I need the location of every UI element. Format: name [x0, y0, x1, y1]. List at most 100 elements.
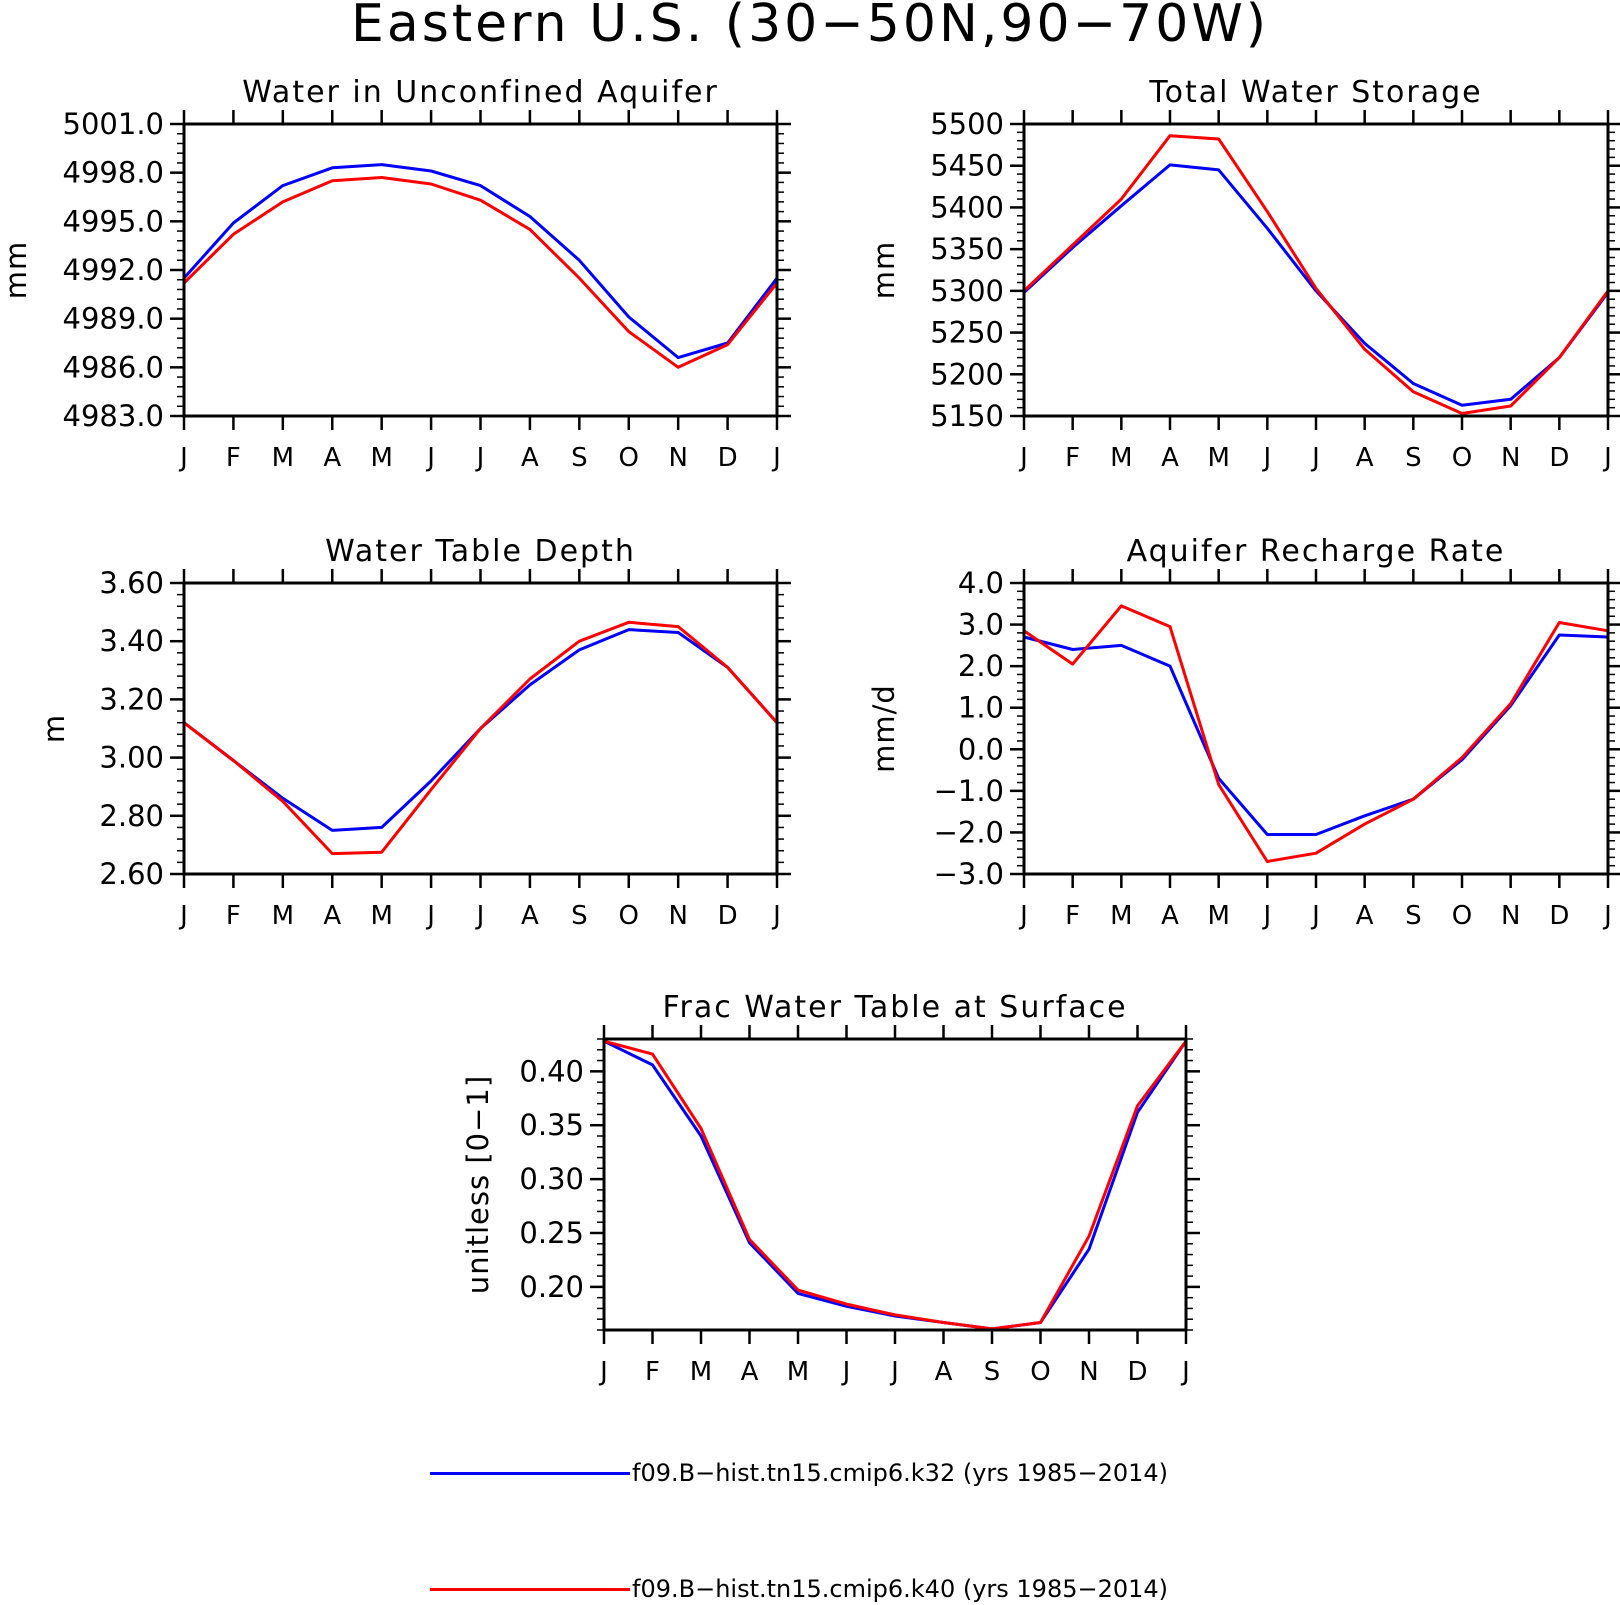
y-tick-label: 5250 — [930, 316, 1004, 350]
x-tick-label: A — [521, 443, 539, 473]
x-tick-label: A — [1161, 443, 1179, 473]
y-tick-label: 3.60 — [99, 566, 164, 600]
x-tick-label: J — [1310, 443, 1320, 473]
chart-title: Frac Water Table at Surface — [662, 990, 1127, 1025]
x-tick-label: S — [1405, 901, 1422, 931]
y-tick-label: 4.0 — [958, 566, 1004, 600]
y-tick-label: 0.35 — [519, 1108, 584, 1142]
x-tick-label: O — [1452, 901, 1472, 931]
y-tick-label: 0.40 — [519, 1054, 584, 1088]
x-tick-label: A — [1356, 443, 1374, 473]
legend-line-red — [430, 1587, 630, 1591]
plot-frame — [1022, 122, 1610, 418]
y-axis-label: mm — [0, 241, 33, 300]
y-tick-label: 2.80 — [99, 799, 164, 833]
series-line-k40 — [183, 620, 779, 856]
y-tick-label: 3.40 — [99, 624, 164, 658]
y-tick-label: 5001.0 — [63, 107, 164, 141]
y-tick-label: 0.0 — [958, 732, 1004, 766]
x-tick-label: N — [1501, 443, 1520, 473]
x-tick-label: J — [475, 901, 485, 931]
series-line-k32 — [1023, 633, 1609, 836]
x-tick-label: F — [226, 901, 241, 931]
chart-title: Water in Unconfined Aquifer — [242, 75, 719, 110]
x-tick-label: J — [889, 1357, 899, 1387]
x-tick-label: A — [323, 901, 341, 931]
x-tick-label: J — [1018, 443, 1028, 473]
x-tick-label: N — [668, 901, 687, 931]
x-tick-label: M — [1207, 901, 1229, 931]
y-tick-label: 5300 — [930, 274, 1004, 308]
x-tick-label: J — [1261, 901, 1271, 931]
x-tick-label: M — [1110, 443, 1132, 473]
x-tick-label: J — [178, 901, 188, 931]
x-tick-label: J — [475, 443, 485, 473]
series-line-k32 — [182, 163, 779, 360]
series-line-k40 — [1023, 604, 1609, 863]
x-tick-label: J — [598, 1357, 608, 1387]
y-axis-label: m — [37, 714, 71, 743]
x-tick-label: F — [1065, 443, 1080, 473]
y-tick-label: 5350 — [930, 232, 1004, 266]
x-tick-label: A — [521, 901, 539, 931]
x-tick-label: F — [1065, 901, 1080, 931]
chart-title: Aquifer Recharge Rate — [1127, 534, 1506, 569]
y-tick-label: −3.0 — [934, 857, 1004, 891]
x-tick-label: A — [741, 1357, 759, 1387]
x-tick-label: J — [1180, 1357, 1190, 1387]
legend-line-blue — [430, 1471, 630, 1475]
x-tick-label: J — [178, 443, 188, 473]
y-tick-label: 3.0 — [958, 608, 1004, 642]
series-line-k32 — [1022, 163, 1610, 407]
y-tick-label: 4986.0 — [63, 350, 164, 384]
x-tick-label: D — [1549, 901, 1569, 931]
plot-frame — [1022, 581, 1610, 876]
y-tick-label: 4995.0 — [63, 204, 164, 238]
y-tick-label: −2.0 — [934, 815, 1004, 849]
plot-frame — [182, 122, 779, 418]
x-tick-label: A — [935, 1357, 953, 1387]
x-tick-label: S — [1405, 443, 1422, 473]
series-line-k40 — [603, 1039, 1188, 1331]
x-tick-label: J — [1018, 901, 1028, 931]
y-axis-label: unitless [0−1] — [461, 1075, 495, 1294]
x-tick-label: S — [571, 443, 588, 473]
x-tick-label: O — [1452, 443, 1472, 473]
x-tick-label: M — [787, 1357, 809, 1387]
chart-title: Total Water Storage — [1148, 75, 1482, 110]
x-tick-label: J — [1310, 901, 1320, 931]
x-tick-label: N — [1079, 1357, 1098, 1387]
x-tick-label: J — [425, 901, 435, 931]
x-tick-label: J — [841, 1357, 851, 1387]
x-tick-label: A — [1161, 901, 1179, 931]
x-tick-label: J — [1261, 443, 1271, 473]
plot-frame — [182, 581, 779, 876]
x-tick-label: M — [1110, 901, 1132, 931]
x-tick-label: M — [370, 901, 392, 931]
series-line-k32 — [603, 1039, 1188, 1331]
x-tick-label: M — [1207, 443, 1229, 473]
x-tick-label: F — [645, 1357, 660, 1387]
y-tick-label: −1.0 — [934, 774, 1004, 808]
y-tick-label: 5450 — [930, 149, 1004, 183]
y-tick-label: 5400 — [930, 190, 1004, 224]
y-tick-label: 1.0 — [958, 691, 1004, 725]
chart-title: Water Table Depth — [325, 534, 636, 569]
y-tick-label: 3.00 — [99, 741, 164, 775]
y-tick-label: 5500 — [930, 107, 1004, 141]
legend-item-k40: f09.B−hist.tn15.cmip6.k40 (yrs 1985−2014… — [430, 1574, 1168, 1604]
x-tick-label: O — [619, 901, 639, 931]
x-tick-label: N — [1501, 901, 1520, 931]
y-tick-label: 0.30 — [519, 1162, 584, 1196]
y-axis-label: mm/d — [867, 684, 901, 773]
plot-frame — [602, 1037, 1188, 1332]
x-tick-label: S — [571, 901, 588, 931]
legend-item-k32: f09.B−hist.tn15.cmip6.k32 (yrs 1985−2014… — [430, 1458, 1168, 1488]
legend-label: f09.B−hist.tn15.cmip6.k40 (yrs 1985−2014… — [632, 1575, 1169, 1603]
series-line-k40 — [182, 176, 779, 369]
